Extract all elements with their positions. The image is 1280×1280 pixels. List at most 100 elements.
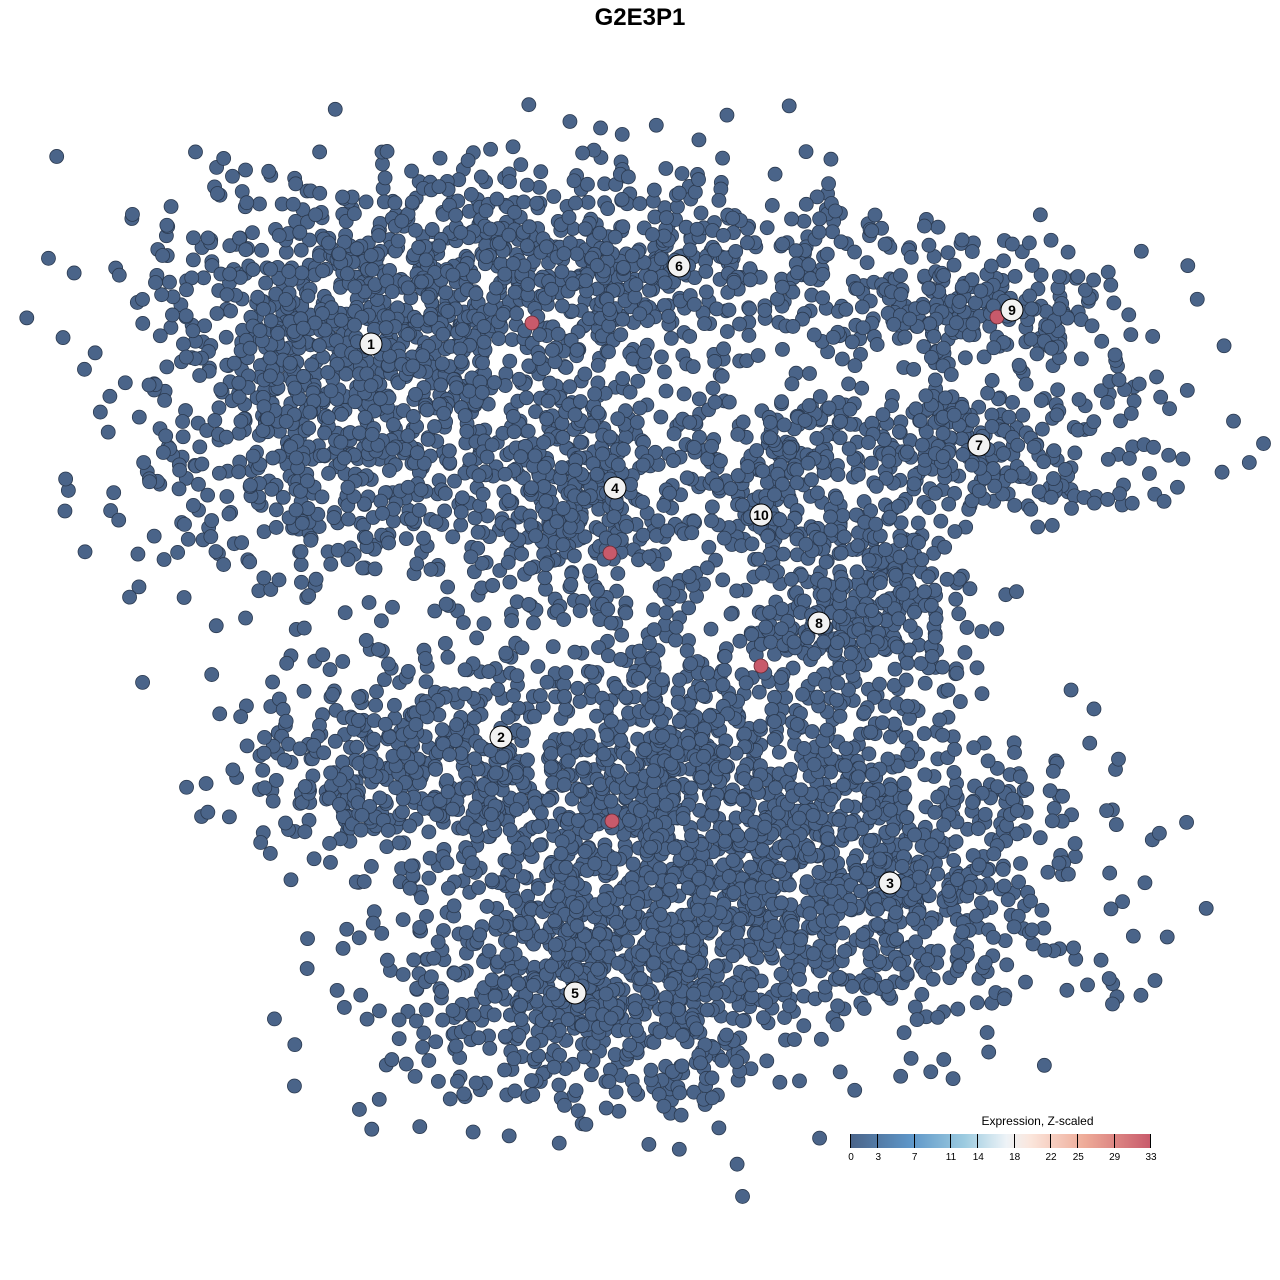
data-point [698,284,714,300]
data-point [819,246,835,262]
data-point [470,524,486,540]
data-point [188,144,203,160]
data-point [387,195,403,211]
data-point [142,474,157,490]
data-point [468,286,484,302]
data-point [231,464,247,480]
data-point [590,946,606,961]
data-point [352,1102,367,1117]
data-point [601,1074,617,1089]
data-point [341,511,356,527]
data-point [395,804,410,820]
data-point [426,950,442,966]
data-point [833,545,849,561]
data-point [223,303,239,319]
data-point [758,994,774,1010]
data-point [92,404,108,420]
data-point [322,662,338,677]
data-point [790,265,805,281]
data-point [613,327,629,343]
data-point [242,554,258,570]
data-point [507,204,522,220]
data-point [671,1141,687,1157]
data-point [1043,489,1059,505]
data-point [1107,347,1123,363]
data-point [912,413,928,428]
data-point [509,306,525,322]
data-point [434,356,450,371]
data-point [1040,864,1056,880]
data-point [155,248,170,263]
data-point [1063,682,1079,698]
data-point [476,319,492,334]
data-point [798,536,814,552]
data-point [1103,277,1119,293]
data-point [511,1028,527,1043]
data-point [700,451,716,467]
data-point [362,754,378,769]
data-point [353,822,369,838]
data-point [818,554,834,570]
data-point [331,246,347,262]
data-point [721,394,737,410]
data-point [364,427,380,442]
data-point [901,642,917,658]
data-point [297,824,313,840]
data-point [492,235,507,251]
data-point [1023,501,1039,517]
data-point [353,987,369,1003]
data-point [432,150,448,166]
data-point [463,549,479,565]
data-point [513,449,529,465]
data-point [317,322,333,338]
data-point [536,435,552,451]
data-point [423,969,439,985]
data-point [270,325,286,341]
data-point [363,859,379,874]
data-point [507,893,523,909]
data-point [404,858,419,874]
data-point [177,517,192,532]
data-point [658,383,674,399]
data-point [415,1039,431,1055]
data-point [377,716,393,732]
data-point [371,1003,387,1019]
data-point [520,277,536,292]
data-point [1146,439,1161,455]
data-point [1071,392,1087,407]
data-point [476,334,492,350]
data-point [385,599,400,615]
data-point [699,1002,715,1018]
data-point [1051,269,1067,285]
data-point [715,572,731,588]
data-point [301,588,317,604]
data-point [898,672,914,688]
data-point [540,393,556,409]
data-point [412,1119,428,1135]
data-point [646,182,662,198]
data-point [475,355,490,371]
data-point [402,880,418,896]
data-point [1216,338,1232,354]
data-point [521,597,537,612]
data-point [467,751,483,767]
data-point [850,538,866,554]
data-point [447,473,462,489]
data-point [952,294,967,309]
data-point [582,563,597,579]
data-point [449,380,465,396]
data-point [555,430,571,445]
data-point [268,502,284,518]
data-point [398,1056,414,1072]
data-point [358,194,374,210]
data-point [441,880,456,896]
data-point [877,236,893,252]
data-point [141,377,157,393]
data-point [607,229,623,245]
data-point [172,462,188,478]
data-point [682,415,698,430]
data-point [1044,340,1060,356]
data-point [179,282,194,298]
data-point [277,752,292,768]
data-point [336,1000,352,1015]
